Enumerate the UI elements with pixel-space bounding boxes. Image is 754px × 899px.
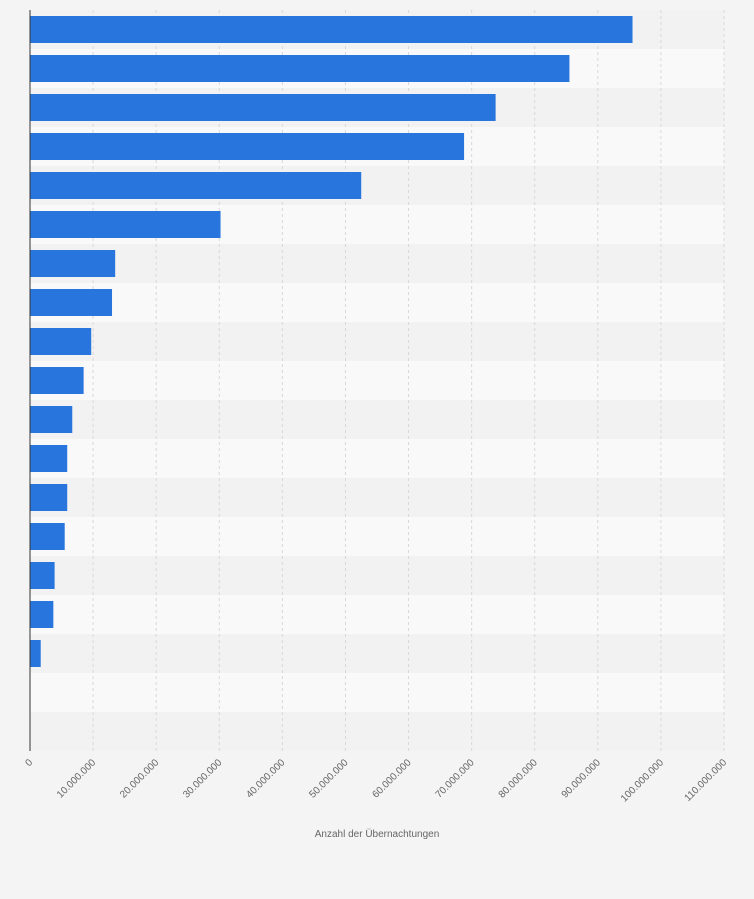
- row-band: [30, 400, 724, 439]
- bar[interactable]: [30, 55, 570, 82]
- x-tick-label: 40.000.000: [244, 757, 287, 800]
- x-tick-label: 30.000.000: [181, 757, 224, 800]
- x-tick-label: 90.000.000: [560, 757, 603, 800]
- x-tick-label: 70.000.000: [434, 757, 477, 800]
- bar[interactable]: [30, 250, 116, 277]
- x-axis-title: Anzahl der Übernachtungen: [315, 828, 440, 840]
- x-tick-label: 100.000.000: [619, 757, 666, 804]
- x-tick-label: 80.000.000: [497, 757, 540, 800]
- bar[interactable]: [30, 640, 41, 667]
- bar[interactable]: [30, 94, 496, 121]
- x-tick-label: 60.000.000: [370, 757, 413, 800]
- row-band: [30, 517, 724, 556]
- row-bands: [30, 10, 724, 751]
- x-tick-label: 20.000.000: [118, 757, 161, 800]
- row-band: [30, 322, 724, 361]
- bar[interactable]: [30, 601, 54, 628]
- row-band: [30, 361, 724, 400]
- x-axis-ticks: 0 10.000.000 20.000.000 30.000.000 40.000.00…: [23, 757, 729, 804]
- bar[interactable]: [30, 406, 73, 433]
- bar[interactable]: [30, 445, 68, 472]
- row-band: [30, 439, 724, 478]
- bar[interactable]: [30, 328, 92, 355]
- bar[interactable]: [30, 211, 221, 238]
- row-band: [30, 673, 724, 712]
- bar[interactable]: [30, 172, 362, 199]
- bar[interactable]: [30, 562, 55, 589]
- row-band: [30, 244, 724, 283]
- row-band: [30, 712, 724, 751]
- row-band: [30, 556, 724, 595]
- bar[interactable]: [30, 367, 84, 394]
- x-tick-label: 50.000.000: [307, 757, 350, 800]
- bar[interactable]: [30, 484, 68, 511]
- row-band: [30, 283, 724, 322]
- row-band: [30, 634, 724, 673]
- x-tick-label: 0: [23, 757, 35, 769]
- x-tick-label: 110.000.000: [683, 757, 730, 804]
- bar[interactable]: [30, 16, 633, 43]
- row-band: [30, 478, 724, 517]
- bar[interactable]: [30, 289, 113, 316]
- bar[interactable]: [30, 523, 65, 550]
- row-band: [30, 595, 724, 634]
- bar[interactable]: [30, 133, 465, 160]
- x-tick-label: 10.000.000: [55, 757, 98, 800]
- bars: [30, 16, 633, 667]
